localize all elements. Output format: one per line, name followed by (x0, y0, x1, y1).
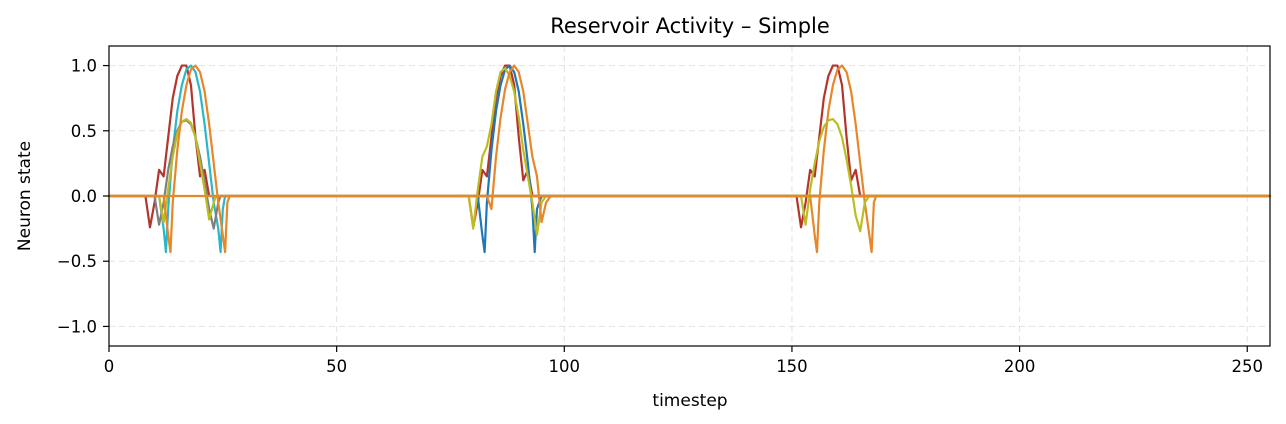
series-line-10 (481, 64, 1272, 224)
series-line-9 (463, 67, 1272, 237)
x-axis-label: timestep (652, 391, 727, 411)
y-axis-label: Neuron state (15, 141, 35, 251)
x-tick-label: 100 (549, 357, 581, 376)
x-tick-label: 0 (104, 357, 115, 376)
series-line-12 (790, 117, 1272, 233)
x-tick-label: 250 (1231, 357, 1263, 376)
x-tick-label: 200 (1004, 357, 1036, 376)
series-layer (107, 64, 1272, 254)
series-line-11 (799, 64, 1272, 254)
y-tick-label: 1.0 (71, 57, 97, 76)
y-tick-label: −0.5 (57, 252, 97, 271)
chart-title: Reservoir Activity – Simple (550, 14, 830, 38)
series-line-1 (107, 64, 1272, 229)
series-line-2 (453, 64, 1272, 229)
series-line-4 (107, 64, 1272, 254)
x-axis: 0 50 100 150 200 250 (104, 346, 1263, 376)
series-line-8 (472, 64, 1272, 254)
series-line-3 (781, 64, 1272, 229)
series-line-7 (107, 64, 1272, 254)
y-axis: −1.0 −0.5 0.0 0.5 1.0 (57, 57, 109, 336)
series-line-5 (107, 119, 1272, 230)
series-line-6 (107, 117, 1272, 224)
y-tick-label: 0.0 (71, 187, 97, 206)
y-tick-label: 0.5 (71, 122, 97, 141)
x-tick-label: 50 (326, 357, 347, 376)
y-tick-label: −1.0 (57, 317, 97, 336)
x-tick-label: 150 (776, 357, 808, 376)
